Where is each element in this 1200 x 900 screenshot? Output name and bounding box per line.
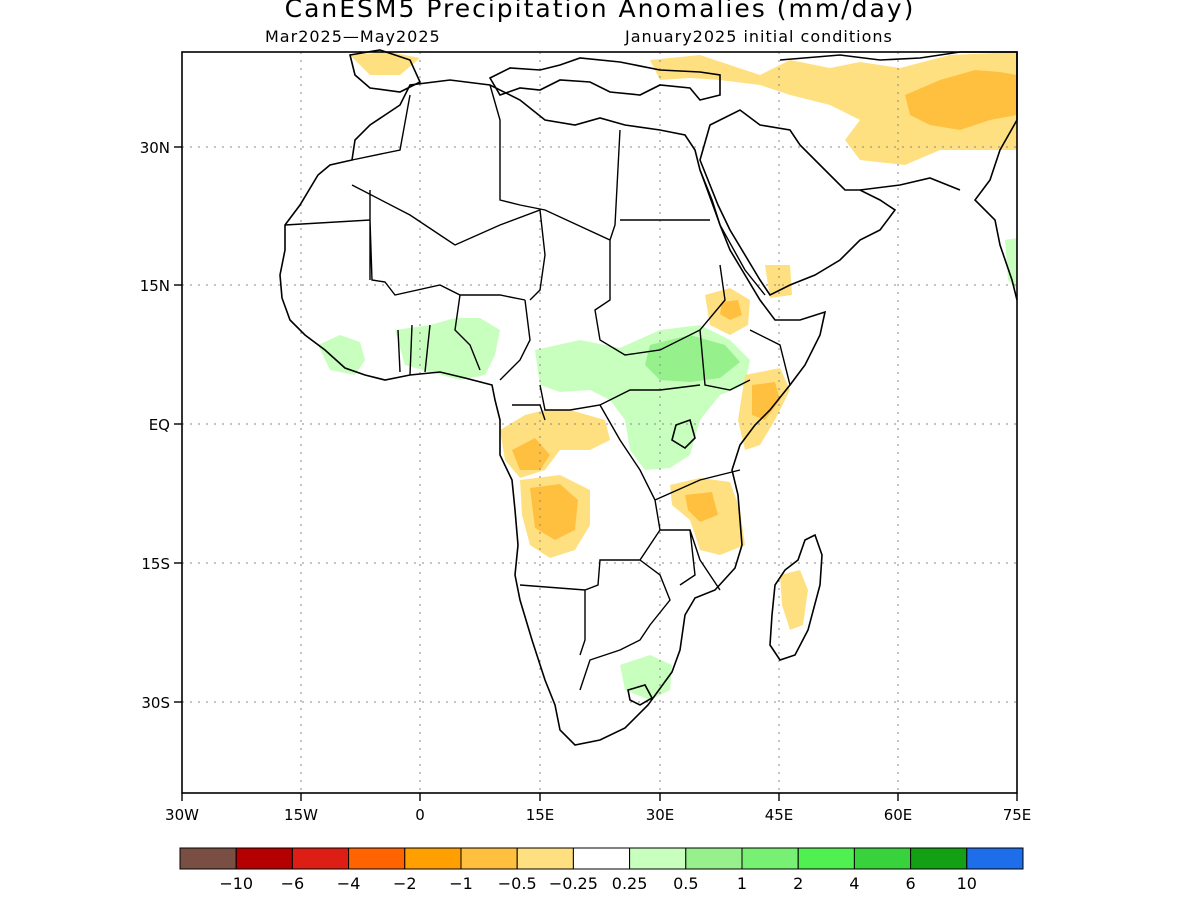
colorbar-label: −0.5 [498, 874, 537, 893]
colorbar-label: −0.25 [549, 874, 598, 893]
africa-coastline [279, 79, 827, 746]
arabia-coastline [699, 109, 897, 297]
colorbar-swatch [797, 847, 855, 870]
lon-tick-label: 0 [415, 806, 425, 824]
colorbar: −10 −6 −4 −2 −1 −0.5 −0.25 0.25 0.5 1 2 4 6 10 [179, 847, 1024, 893]
colorbar-label: −2 [393, 874, 417, 893]
colorbar-swatch [404, 847, 462, 870]
colorbar-swatch [516, 847, 574, 870]
lesotho-border [627, 684, 654, 706]
anomaly-angola-dry-core [530, 484, 578, 540]
red-sea [699, 169, 766, 296]
colorbar-swatch [685, 847, 743, 870]
country-borders [284, 84, 791, 691]
colorbar-label: 0.25 [612, 874, 648, 893]
colorbar-label: −6 [281, 874, 305, 893]
lon-tick-label: 75E [1003, 806, 1032, 824]
coastlines-and-borders [279, 49, 1018, 746]
anomaly-afghanistan-dry-core [905, 70, 1017, 130]
lon-tick-label: 45E [765, 806, 794, 824]
lon-tick-label: 60E [884, 806, 913, 824]
colorbar-label: 2 [793, 874, 803, 893]
anomaly-west-africa-wet [318, 335, 365, 375]
colorbar-label: −1 [449, 874, 473, 893]
colorbar-swatch [741, 847, 799, 870]
lat-tick-label: 15S [141, 555, 170, 573]
colorbar-swatch [629, 847, 687, 870]
anomaly-guinea-wet [395, 318, 500, 380]
lon-tick-label: 30E [646, 806, 675, 824]
colorbar-swatch [910, 847, 968, 870]
anomaly-central-africa-wet-core [645, 335, 740, 382]
colorbar-label: 6 [906, 874, 916, 893]
lat-tick-label: 30S [141, 694, 170, 712]
europe-coastline [488, 57, 721, 101]
colorbar-swatch [966, 847, 1024, 870]
anomaly-yemen-dry [765, 265, 792, 298]
anomaly-congo-dry [500, 410, 610, 478]
colorbar-swatch [179, 847, 237, 870]
colorbar-label: −4 [337, 874, 361, 893]
lat-tick-label: EQ [149, 416, 170, 434]
map-axes: 30W 15W 0 15E 30E 45E 60E 75E 30N 15N EQ 15S 30S [140, 139, 1032, 824]
colorbar-swatch [291, 847, 350, 870]
anomaly-somalia-dry-core [752, 382, 780, 420]
lon-tick-label: 30W [165, 806, 199, 824]
colorbar-label: −10 [219, 874, 253, 893]
map-frame [181, 51, 1018, 794]
colorbar-swatch [853, 847, 912, 870]
colorbar-swatch [572, 847, 631, 870]
lat-tick-label: 30N [140, 139, 170, 157]
lake-victoria [671, 418, 696, 450]
anomaly-east-africa-wet [1005, 238, 1017, 290]
anomaly-iran-dry [650, 52, 1017, 165]
lon-tick-label: 15W [284, 806, 318, 824]
colorbar-swatch [348, 847, 406, 870]
asia-coastline [779, 51, 1018, 301]
anomaly-tanzania-dry-core [685, 492, 718, 522]
season-label: Mar2025—May2025 [265, 27, 441, 46]
anomaly-shading [318, 52, 1017, 700]
anomaly-madagascar-dry [780, 570, 808, 630]
colorbar-label: 4 [849, 874, 859, 893]
colorbar-label: 0.5 [673, 874, 698, 893]
lat-tick-label: 15N [140, 277, 170, 295]
graticule [182, 52, 1017, 793]
initial-conditions-label: January2025 initial conditions [625, 27, 893, 46]
colorbar-label: 10 [957, 874, 977, 893]
anomaly-south-africa-wet [620, 655, 672, 700]
colorbar-swatch [235, 847, 293, 870]
madagascar-coastline [769, 533, 823, 661]
map-title: CanESM5 Precipitation Anomalies (mm/day) [284, 0, 916, 23]
anomaly-mediterranean-dry [350, 52, 420, 75]
colorbar-swatch [460, 847, 518, 870]
anomaly-ethiopia-dry-core [720, 300, 742, 320]
colorbar-label: 1 [737, 874, 747, 893]
lon-tick-label: 15E [526, 806, 555, 824]
anomaly-gabon-dry-core [512, 438, 550, 470]
